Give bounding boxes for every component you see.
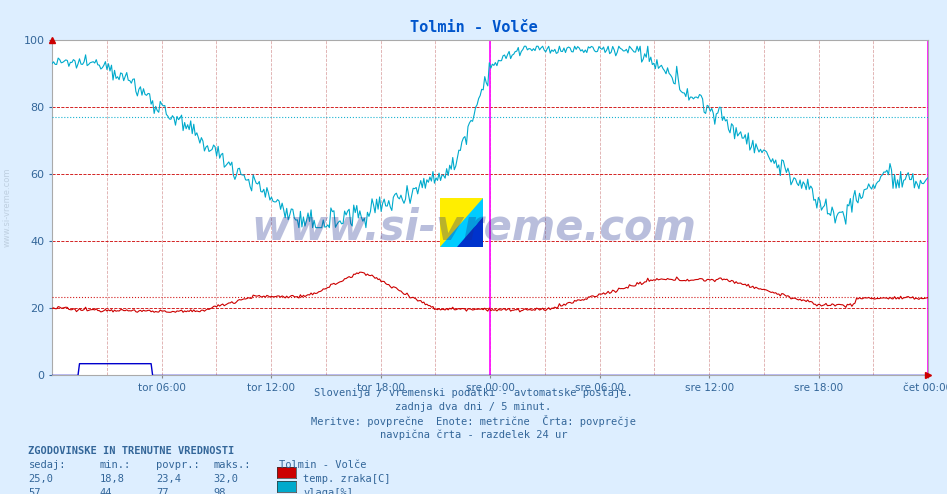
Text: Tolmin - Volče: Tolmin - Volče (410, 20, 537, 35)
Text: Tolmin - Volče: Tolmin - Volče (279, 460, 366, 470)
Text: Slovenija / vremenski podatki - avtomatske postaje.: Slovenija / vremenski podatki - avtomats… (314, 388, 633, 398)
Text: Meritve: povprečne  Enote: metrične  Črta: povprečje: Meritve: povprečne Enote: metrične Črta:… (311, 415, 636, 427)
Text: temp. zraka[C]: temp. zraka[C] (303, 474, 390, 484)
Text: 77: 77 (156, 488, 169, 494)
Text: 57: 57 (28, 488, 41, 494)
Text: vlaga[%]: vlaga[%] (303, 488, 353, 494)
Text: 18,8: 18,8 (99, 474, 124, 484)
Text: sedaj:: sedaj: (28, 460, 66, 470)
Text: 44: 44 (99, 488, 112, 494)
Text: navpična črta - razdelek 24 ur: navpična črta - razdelek 24 ur (380, 429, 567, 440)
Text: povpr.:: povpr.: (156, 460, 200, 470)
Text: 23,4: 23,4 (156, 474, 181, 484)
Text: zadnja dva dni / 5 minut.: zadnja dva dni / 5 minut. (396, 402, 551, 412)
Text: www.si-vreme.com: www.si-vreme.com (3, 168, 12, 247)
Text: min.:: min.: (99, 460, 131, 470)
Text: www.si-vreme.com: www.si-vreme.com (251, 206, 696, 248)
Text: maks.:: maks.: (213, 460, 251, 470)
Text: 98: 98 (213, 488, 225, 494)
Text: 25,0: 25,0 (28, 474, 53, 484)
Polygon shape (440, 198, 483, 247)
Text: 32,0: 32,0 (213, 474, 238, 484)
Polygon shape (440, 198, 483, 247)
Polygon shape (457, 217, 483, 247)
Text: ZGODOVINSKE IN TRENUTNE VREDNOSTI: ZGODOVINSKE IN TRENUTNE VREDNOSTI (28, 446, 235, 455)
